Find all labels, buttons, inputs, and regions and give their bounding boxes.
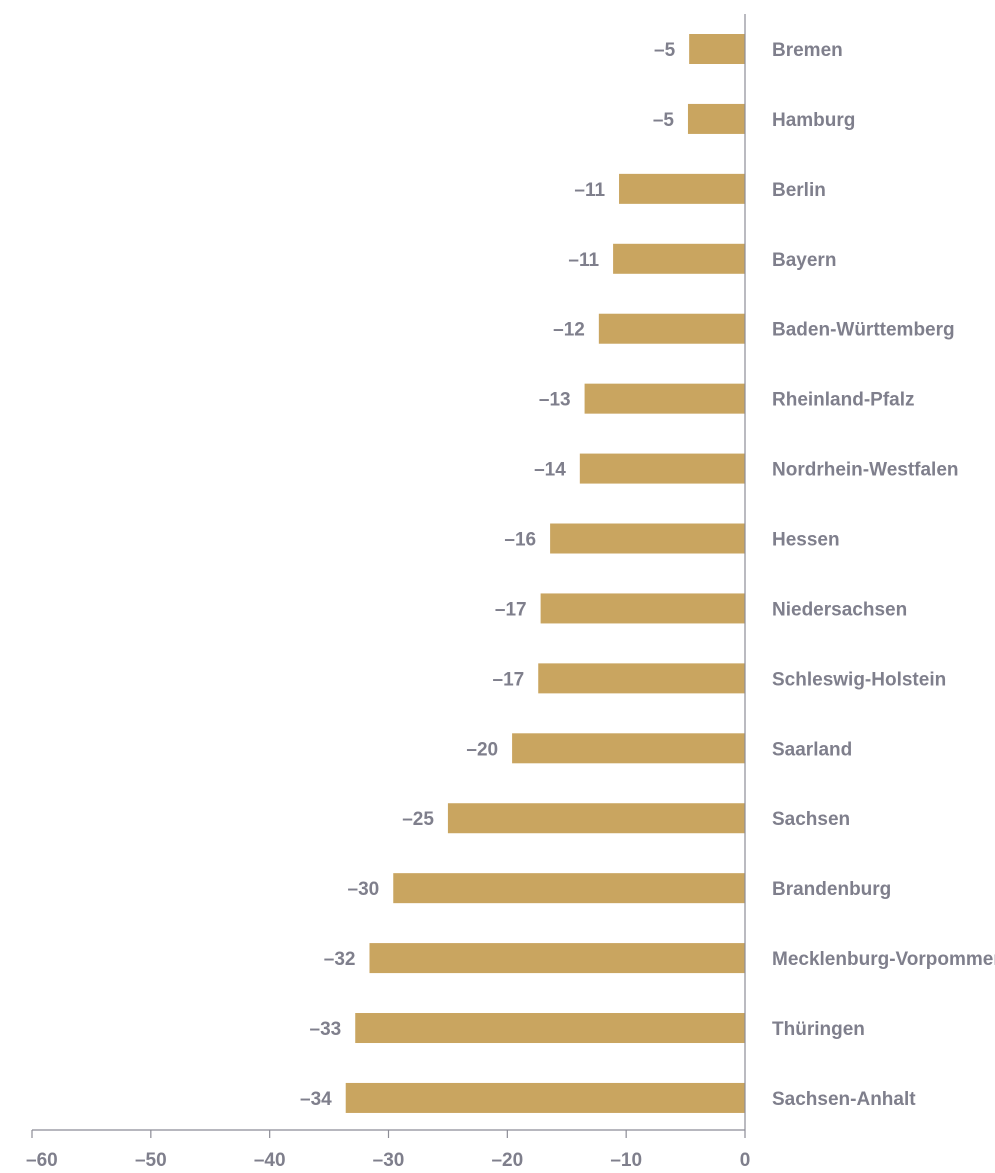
- data-label: –5: [654, 40, 676, 61]
- bar: [619, 173, 745, 204]
- data-label: –17: [493, 669, 525, 690]
- bar: [355, 1013, 745, 1044]
- x-tick-label: 0: [740, 1150, 751, 1171]
- category-label: Bremen: [772, 40, 843, 61]
- bar: [687, 103, 745, 134]
- x-tick-label: –10: [610, 1150, 642, 1171]
- data-label: –34: [300, 1089, 332, 1110]
- category-label: Saarland: [772, 739, 852, 760]
- x-tick-label: –20: [491, 1150, 523, 1171]
- value-labels-group: –5 –5 –11 –11 –12 –13 –14 –16 –17 –17 –20 –25 –30 –32…: [300, 40, 676, 1110]
- category-label: Hessen: [772, 530, 840, 551]
- x-tick-label: –60: [26, 1150, 58, 1171]
- bar: [613, 243, 745, 274]
- data-label: –11: [568, 250, 599, 271]
- bar: [689, 34, 745, 64]
- category-label: Hamburg: [772, 110, 855, 131]
- bar: [345, 1082, 745, 1113]
- data-label: –13: [539, 390, 571, 411]
- bar: [598, 313, 745, 344]
- category-label: Schleswig-Holstein: [772, 669, 946, 690]
- x-tick-labels-group: –60 –50 –40 –30 –20 –10 0: [26, 1150, 750, 1171]
- category-labels-group: Bremen Hamburg Berlin Bayern Baden-Württembe…: [772, 40, 995, 1110]
- category-label: Sachsen-Anhalt: [772, 1089, 916, 1110]
- bars-group: [345, 34, 745, 1113]
- data-label: –16: [504, 530, 536, 551]
- category-label: Thüringen: [772, 1019, 865, 1040]
- bar: [447, 803, 745, 834]
- x-tick-label: –50: [135, 1150, 167, 1171]
- bar: [393, 873, 745, 904]
- data-label: –33: [310, 1019, 342, 1040]
- data-label: –5: [653, 110, 675, 131]
- bar: [584, 383, 745, 414]
- data-label: –14: [534, 460, 566, 481]
- bar: [369, 943, 745, 974]
- category-label: Sachsen: [772, 809, 850, 830]
- data-label: –11: [574, 180, 605, 201]
- category-label: Niedersachsen: [772, 599, 907, 620]
- x-ticks-group: [31, 1130, 746, 1138]
- bar: [579, 453, 745, 484]
- data-label: –30: [348, 879, 380, 900]
- x-tick-label: –40: [254, 1150, 286, 1171]
- data-label: –25: [402, 809, 434, 830]
- data-label: –32: [324, 949, 356, 970]
- category-label: Baden-Württemberg: [772, 320, 955, 341]
- bar: [540, 593, 745, 624]
- data-label: –20: [466, 739, 498, 760]
- category-label: Rheinland-Pfalz: [772, 390, 915, 411]
- category-label: Brandenburg: [772, 879, 891, 900]
- x-tick-label: –30: [373, 1150, 405, 1171]
- bar: [550, 523, 745, 554]
- category-label: Berlin: [772, 180, 826, 201]
- data-label: –12: [553, 320, 585, 341]
- category-label: Mecklenburg-Vorpommern: [772, 949, 995, 970]
- bar: [512, 733, 745, 764]
- bar: [538, 663, 745, 694]
- category-label: Bayern: [772, 250, 836, 271]
- data-label: –17: [495, 599, 527, 620]
- category-label: Nordrhein-Westfalen: [772, 460, 959, 481]
